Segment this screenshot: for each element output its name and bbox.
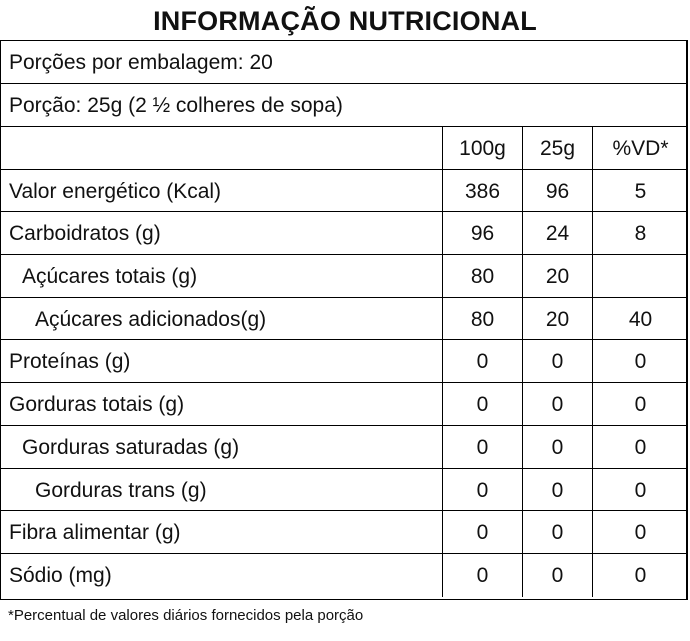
header-per-serving: 25g	[522, 127, 592, 169]
nutrient-label: Proteínas (g)	[9, 350, 131, 374]
value-daily: 0	[592, 340, 688, 383]
value-per-serving: 0	[522, 340, 592, 383]
value-daily: 0	[592, 553, 688, 597]
value-per-100g: 0	[442, 468, 522, 511]
table-row: Carboidratos (g) 96 24 8	[1, 212, 688, 256]
value-daily: 5	[592, 169, 688, 212]
value-per-serving: 0	[522, 425, 592, 468]
table-row: Gorduras trans (g) 0 0 0	[1, 468, 688, 512]
value-per-100g: 80	[442, 297, 522, 340]
value-per-serving: 0	[522, 553, 592, 597]
nutrient-label: Fibra alimentar (g)	[9, 521, 181, 545]
table-header-row: 100g 25g %VD*	[1, 127, 686, 170]
value-daily: 8	[592, 212, 688, 255]
nutrient-label: Gorduras trans (g)	[35, 478, 207, 502]
value-per-serving: 20	[522, 297, 592, 340]
nutrient-label: Açúcares totais (g)	[22, 265, 198, 289]
value-daily: 0	[592, 468, 688, 511]
value-per-serving: 0	[522, 383, 592, 425]
value-per-100g: 0	[442, 511, 522, 553]
value-per-serving: 24	[522, 212, 592, 255]
nutrition-title: INFORMAÇÃO NUTRICIONAL	[153, 6, 537, 36]
table-row: Gorduras totais (g) 0 0 0	[1, 383, 686, 426]
value-daily: 40	[592, 297, 688, 340]
table-row: Fibra alimentar (g) 0 0 0	[1, 511, 686, 554]
value-per-serving: 0	[522, 511, 592, 553]
value-per-100g: 386	[442, 169, 522, 212]
value-per-100g: 0	[442, 383, 522, 425]
nutrition-table: 100g 25g %VD* Valor energético (Kcal) 38…	[1, 127, 686, 597]
nutrient-label: Gorduras totais (g)	[9, 393, 185, 417]
value-per-serving: 0	[522, 468, 592, 511]
serving-size: Porção: 25g (2 ½ colheres de sopa)	[1, 84, 686, 127]
nutrition-facts-panel: Porções por embalagem: 20 Porção: 25g (2…	[0, 40, 688, 600]
table-row: Gorduras saturadas (g) 0 0 0	[1, 425, 688, 469]
table-row: Açúcares adicionados(g) 80 20 40	[1, 297, 688, 341]
value-per-100g: 80	[442, 255, 522, 297]
value-per-100g: 0	[442, 553, 522, 597]
header-per-100g: 100g	[442, 127, 522, 169]
header-nutrient-label	[1, 127, 442, 169]
nutrient-label: Carboidratos (g)	[9, 222, 161, 246]
nutrient-label: Açúcares adicionados(g)	[35, 307, 267, 331]
header-daily-value: %VD*	[592, 127, 688, 169]
table-row: Açúcares totais (g) 80 20	[1, 255, 686, 298]
servings-per-package: Porções por embalagem: 20	[1, 41, 686, 84]
nutrient-label: Valor energético (Kcal)	[9, 179, 222, 203]
value-daily: 0	[592, 383, 688, 425]
nutrient-label: Sódio (mg)	[9, 563, 112, 587]
table-row: Proteínas (g) 0 0 0	[1, 340, 688, 384]
daily-value-footnote: *Percentual de valores diários fornecido…	[8, 607, 364, 624]
value-per-100g: 0	[442, 340, 522, 383]
value-per-100g: 96	[442, 212, 522, 255]
value-per-serving: 20	[522, 255, 592, 297]
table-row: Sódio (mg) 0 0 0	[1, 553, 688, 597]
value-per-serving: 96	[522, 169, 592, 212]
value-daily: 0	[592, 425, 688, 468]
table-row: Valor energético (Kcal) 386 96 5	[1, 169, 688, 213]
value-daily: 0	[592, 511, 688, 553]
nutrient-label: Gorduras saturadas (g)	[22, 435, 240, 459]
value-daily	[592, 255, 688, 297]
value-per-100g: 0	[442, 425, 522, 468]
